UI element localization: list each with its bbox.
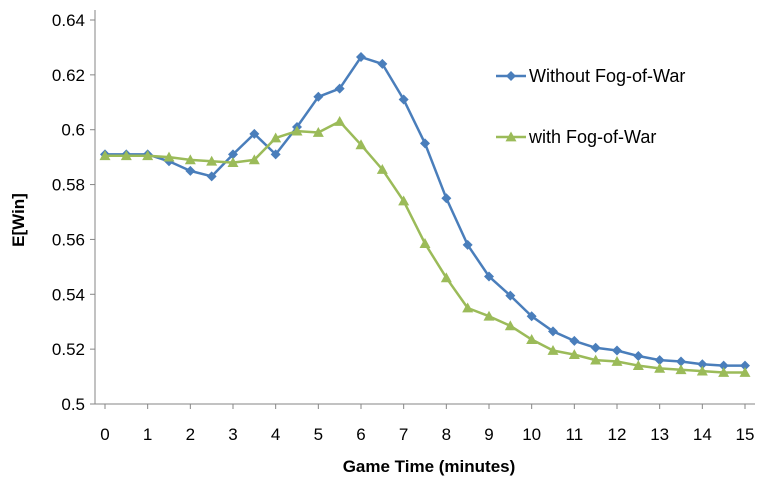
y-axis-title: E[Win] bbox=[9, 193, 28, 247]
x-tick-label: 12 bbox=[608, 425, 627, 444]
series-1-point bbox=[398, 94, 409, 105]
series-1-point bbox=[676, 356, 686, 367]
series-2-point bbox=[99, 150, 111, 161]
series-1-point bbox=[249, 128, 260, 139]
series-1-point bbox=[633, 351, 644, 361]
series-2-point bbox=[206, 155, 218, 166]
x-tick-label: 15 bbox=[736, 425, 755, 444]
series-2 bbox=[99, 115, 751, 377]
x-tick-label: 10 bbox=[522, 425, 541, 444]
series-2-point bbox=[355, 139, 367, 150]
series-2-point bbox=[227, 157, 239, 168]
series-1-line bbox=[105, 55, 745, 367]
series-1-point bbox=[313, 91, 324, 102]
x-tick-label: 9 bbox=[484, 425, 493, 444]
series-2-point bbox=[419, 238, 431, 248]
series-2-point bbox=[654, 362, 666, 373]
series-1-point bbox=[590, 342, 601, 353]
series-1-point bbox=[484, 271, 494, 282]
x-tick-label: 3 bbox=[228, 425, 237, 444]
y-tick-label: 0.5 bbox=[61, 395, 85, 414]
series-1-point bbox=[228, 149, 238, 160]
x-tick-label: 5 bbox=[314, 425, 323, 444]
series-2-point bbox=[291, 125, 303, 136]
series-1-point bbox=[185, 165, 196, 176]
series-1-point bbox=[334, 83, 345, 94]
series-2-point bbox=[675, 364, 687, 375]
y-tick-label: 0.64 bbox=[52, 11, 85, 30]
y-tick-label: 0.58 bbox=[52, 176, 85, 195]
series-2-point bbox=[504, 320, 516, 331]
y-tick-label: 0.54 bbox=[52, 285, 85, 304]
y-tick-label: 0.56 bbox=[52, 230, 85, 249]
x-tick-label: 8 bbox=[442, 425, 451, 444]
series-1-point bbox=[377, 58, 388, 69]
series-1-point bbox=[270, 149, 281, 160]
series-1-point bbox=[462, 239, 473, 250]
x-tick-label: 1 bbox=[143, 425, 152, 444]
series-1-point bbox=[206, 171, 217, 182]
y-axis: 0.5 0.52 0.54 0.56 0.58 0.6 0.62 0.64 bbox=[52, 10, 96, 414]
series-1-point bbox=[740, 360, 750, 371]
y-tick-label: 0.6 bbox=[61, 121, 85, 140]
series-1-point bbox=[654, 355, 665, 366]
x-tick-label: 14 bbox=[693, 425, 712, 444]
legend: Without Fog-of-War with Fog-of-War bbox=[496, 66, 685, 147]
legend-swatch-marker bbox=[505, 131, 517, 142]
series-2-point bbox=[142, 150, 154, 161]
y-tick-label: 0.62 bbox=[52, 66, 85, 85]
series-2-point bbox=[611, 355, 623, 366]
series-2-point bbox=[163, 151, 175, 162]
x-tick-label: 0 bbox=[100, 425, 109, 444]
legend-label: with Fog-of-War bbox=[528, 127, 656, 147]
series-2-point bbox=[590, 354, 602, 365]
series-1-point bbox=[356, 52, 366, 63]
series-1-point bbox=[612, 345, 622, 356]
series-2-point bbox=[462, 302, 474, 313]
series-2-point bbox=[376, 163, 388, 174]
y-tick-label: 0.52 bbox=[52, 340, 85, 359]
series-2-point bbox=[270, 132, 282, 143]
x-tick-label: 6 bbox=[356, 425, 365, 444]
series-1 bbox=[100, 52, 750, 371]
series-1-point bbox=[697, 359, 708, 370]
series-1-point bbox=[441, 193, 452, 204]
series-2-point bbox=[398, 195, 410, 206]
series-2-point bbox=[547, 345, 559, 355]
x-tick-label: 7 bbox=[399, 425, 408, 444]
legend-label: Without Fog-of-War bbox=[529, 66, 685, 86]
series-2-point bbox=[568, 349, 580, 360]
series-1-point bbox=[505, 290, 516, 301]
series-2-point bbox=[248, 154, 260, 165]
series-1-point bbox=[548, 326, 558, 337]
legend-item-1: Without Fog-of-War bbox=[496, 66, 685, 86]
series-2-point bbox=[718, 366, 730, 377]
series-2-point bbox=[184, 154, 196, 165]
series-2-point bbox=[483, 310, 495, 321]
series-1-point bbox=[569, 335, 580, 346]
x-axis: 0 1 2 3 4 5 6 7 8 9 10 11 12 13 14 15 bbox=[95, 403, 755, 444]
series-2-point bbox=[440, 272, 452, 283]
series-1-point bbox=[718, 360, 729, 371]
x-tick-label: 2 bbox=[186, 425, 195, 444]
series-2-point bbox=[334, 115, 346, 126]
x-axis-title: Game Time (minutes) bbox=[343, 457, 516, 476]
series-2-point bbox=[120, 150, 132, 161]
x-tick-label: 13 bbox=[650, 425, 669, 444]
legend-swatch-marker bbox=[506, 71, 516, 81]
series-2-point bbox=[526, 334, 538, 344]
series-1-point bbox=[526, 311, 537, 322]
x-tick-label: 11 bbox=[566, 425, 584, 444]
series-group bbox=[99, 52, 751, 377]
series-1-point bbox=[420, 138, 430, 149]
series-2-point bbox=[312, 126, 324, 137]
series-2-point bbox=[696, 365, 708, 376]
x-tick-label: 4 bbox=[271, 425, 280, 444]
series-2-point bbox=[632, 360, 644, 370]
legend-item-2: with Fog-of-War bbox=[496, 127, 656, 147]
series-2-point bbox=[739, 366, 751, 377]
